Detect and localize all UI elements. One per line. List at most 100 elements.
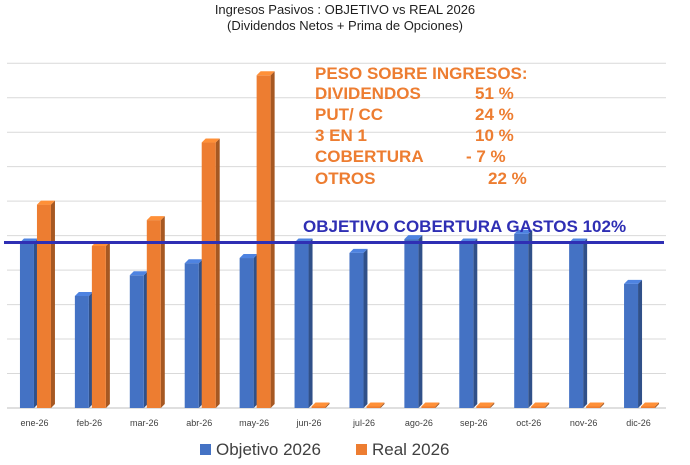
bar-front (239, 258, 254, 408)
gridlines (7, 62, 666, 409)
bar-side (435, 402, 440, 408)
bar-front (349, 252, 364, 408)
bar-top (184, 259, 203, 264)
bar-side (325, 402, 330, 408)
bar-top (476, 402, 495, 407)
bar-side (270, 71, 275, 409)
legend: Objetivo 2026 Real 2026 (200, 440, 450, 459)
bar-front (91, 245, 106, 408)
bar-side (308, 238, 313, 408)
bar-top (624, 279, 643, 284)
bar-front (36, 204, 51, 408)
bar-objetivo-mar-26 (129, 271, 148, 408)
weight-value-3en1: 10 % (475, 126, 514, 145)
bar-side (583, 238, 588, 408)
bar-front (74, 295, 89, 408)
x-tick-label: ene-26 (20, 418, 48, 428)
bar-real-ene-26 (36, 200, 55, 408)
bar-top (531, 402, 550, 407)
bar-top (366, 402, 385, 407)
bar-front (459, 242, 474, 408)
bar-front (19, 242, 34, 408)
bar-objetivo-sep-26 (459, 238, 478, 408)
bar-side (215, 138, 220, 409)
bar-top (514, 229, 533, 234)
bar-side (473, 238, 478, 408)
bar-side (638, 279, 643, 408)
bar-objetivo-nov-26 (569, 238, 588, 408)
bar-side (380, 402, 385, 408)
weight-label-cobertura: COBERTURA (315, 147, 424, 166)
bar-side (600, 402, 605, 408)
bar-side (418, 235, 423, 408)
bar-front (476, 406, 491, 408)
bar-side (105, 241, 110, 408)
x-axis-labels: ene-26 feb-26 mar-26 abr-26 may-26 jun-26 jul-… (20, 418, 650, 428)
bar-real-may-26 (256, 71, 275, 409)
legend-label-objetivo: Objetivo 2026 (216, 440, 321, 459)
x-tick-label: sep-26 (460, 418, 488, 428)
weights-heading: PESO SOBRE INGRESOS: (315, 64, 528, 83)
bar-front (421, 406, 436, 408)
bar-objetivo-ago-26 (404, 235, 423, 408)
bars (19, 71, 660, 409)
bar-top (146, 216, 165, 221)
bar-front (641, 406, 656, 408)
x-tick-label: mar-26 (130, 418, 159, 428)
bar-front (201, 142, 216, 409)
bar-front (129, 275, 144, 408)
weight-value-put-cc: 24 % (475, 105, 514, 124)
bar-objetivo-feb-26 (74, 291, 93, 408)
legend-swatch-real (356, 444, 367, 455)
bar-front (184, 263, 199, 408)
bar-objetivo-ene-26 (19, 238, 38, 408)
bar-top (239, 254, 258, 259)
weight-value-dividendos: 51 % (475, 84, 514, 103)
bar-real-abr-26 (201, 138, 220, 409)
bar-top (421, 402, 440, 407)
bar-real-mar-26 (146, 216, 165, 408)
bar-top (311, 402, 330, 407)
chart-subtitle: (Dividendos Netos + Prima de Opciones) (227, 18, 463, 33)
weight-value-cobertura: - 7 % (466, 147, 506, 166)
bar-side (363, 248, 368, 408)
bar-objetivo-oct-26 (514, 229, 533, 408)
bar-side (545, 402, 550, 408)
weight-label-otros: OTROS (315, 169, 375, 188)
bar-front (366, 406, 381, 408)
bar-top (349, 248, 368, 253)
bar-real-dic-26 (641, 402, 660, 408)
weights-annotation: PESO SOBRE INGRESOS: DIVIDENDOS 51 % PUT… (315, 64, 528, 188)
weight-value-otros: 22 % (488, 169, 527, 188)
bar-top (36, 200, 55, 205)
bar-real-feb-26 (91, 241, 110, 408)
bar-front (514, 233, 529, 408)
weight-label-put-cc: PUT/ CC (315, 105, 383, 124)
bar-top (129, 271, 148, 276)
bar-objetivo-may-26 (239, 254, 258, 408)
bar-side (655, 402, 660, 408)
legend-swatch-objetivo (200, 444, 211, 455)
bar-real-nov-26 (586, 402, 605, 408)
bar-real-sep-26 (476, 402, 495, 408)
bar-front (311, 406, 326, 408)
target-line-label: OBJETIVO COBERTURA GASTOS 102% (303, 217, 626, 236)
bar-real-ago-26 (421, 402, 440, 408)
bar-side (490, 402, 495, 408)
bar-top (404, 235, 423, 240)
bar-objetivo-jun-26 (294, 238, 313, 408)
x-tick-label: nov-26 (570, 418, 598, 428)
bar-front (531, 406, 546, 408)
bar-front (404, 239, 419, 408)
x-tick-label: jun-26 (296, 418, 322, 428)
x-tick-label: feb-26 (77, 418, 103, 428)
chart-title: Ingresos Pasivos : OBJETIVO vs REAL 2026 (215, 2, 475, 17)
bar-side (160, 216, 165, 408)
x-tick-label: dic-26 (626, 418, 651, 428)
bar-top (641, 402, 660, 407)
bar-objetivo-dic-26 (624, 279, 643, 408)
x-tick-label: ago-26 (405, 418, 433, 428)
bar-front (586, 406, 601, 408)
bar-real-jun-26 (311, 402, 330, 408)
